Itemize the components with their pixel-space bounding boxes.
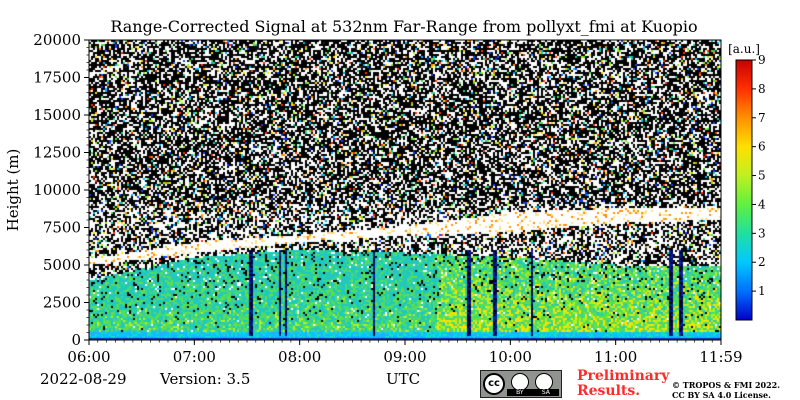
footer-date: 2022-08-29 (40, 370, 127, 388)
x-tick-label: 11:59 (699, 348, 742, 366)
x-tick-label: 09:00 (383, 348, 426, 366)
cc-strip: BY SA (507, 389, 559, 396)
y-tick-label: 12500 (33, 144, 81, 162)
colorbar-tick-label: 6 (758, 140, 766, 154)
y-tick-label: 15000 (33, 106, 81, 124)
x-tick-label: 07:00 (173, 348, 216, 366)
y-tick-label: 10000 (33, 181, 81, 199)
colorbar-tick-label: 9 (758, 53, 766, 67)
x-tick-label: 10:00 (489, 348, 532, 366)
x-tick-label: 11:00 (594, 348, 637, 366)
y-axis: 0 2500 5000 7500 10000 12500 15000 17500 20000 (33, 31, 89, 349)
results-label: Results. (577, 383, 641, 399)
colorbar-tick-label: 8 (758, 82, 766, 96)
y-tick-label: 7500 (43, 219, 81, 237)
colorbar-tick-label: 1 (758, 284, 766, 298)
y-axis-label: Height (m) (4, 149, 22, 232)
colorbar-unit: [a.u.] (728, 42, 760, 56)
x-tick-label: 06:00 (67, 348, 110, 366)
heatmap-cells (89, 40, 721, 340)
preliminary-label: Preliminary (577, 368, 670, 384)
x-axis: 06:00 07:00 08:00 09:00 10:00 11:00 11:59 (67, 340, 743, 366)
colorbar-tick-label: 5 (758, 169, 766, 183)
y-tick-label: 17500 (33, 69, 81, 87)
colorbar-tick-label: 2 (758, 255, 766, 269)
cc-icon: cc (483, 373, 505, 395)
colorbar: [a.u.] 1 2 3 4 5 6 7 8 9 (728, 42, 766, 321)
colorbar-gradient (735, 59, 753, 321)
colorbar-tick-label: 3 (758, 226, 766, 240)
x-tick-label: 08:00 (278, 348, 321, 366)
footer-version: Version: 3.5 (160, 370, 251, 388)
x-axis-label: UTC (386, 370, 421, 388)
cc-by-sa-badge-icon: cc BY SA (480, 370, 562, 398)
copyright-line1: © TROPOS & FMI 2022. (672, 380, 781, 390)
heatmap-plot (89, 40, 721, 340)
colorbar-tick-label: 7 (758, 111, 766, 125)
colorbar-tick-label: 4 (758, 197, 766, 211)
copyright-line2: CC BY SA 4.0 License. (672, 390, 771, 400)
y-tick-label: 5000 (43, 256, 81, 274)
y-tick-label: 20000 (33, 31, 81, 49)
y-tick-label: 2500 (43, 294, 81, 312)
chart-title: Range-Corrected Signal at 532nm Far-Rang… (110, 17, 697, 36)
y-tick-label: 0 (71, 331, 81, 349)
